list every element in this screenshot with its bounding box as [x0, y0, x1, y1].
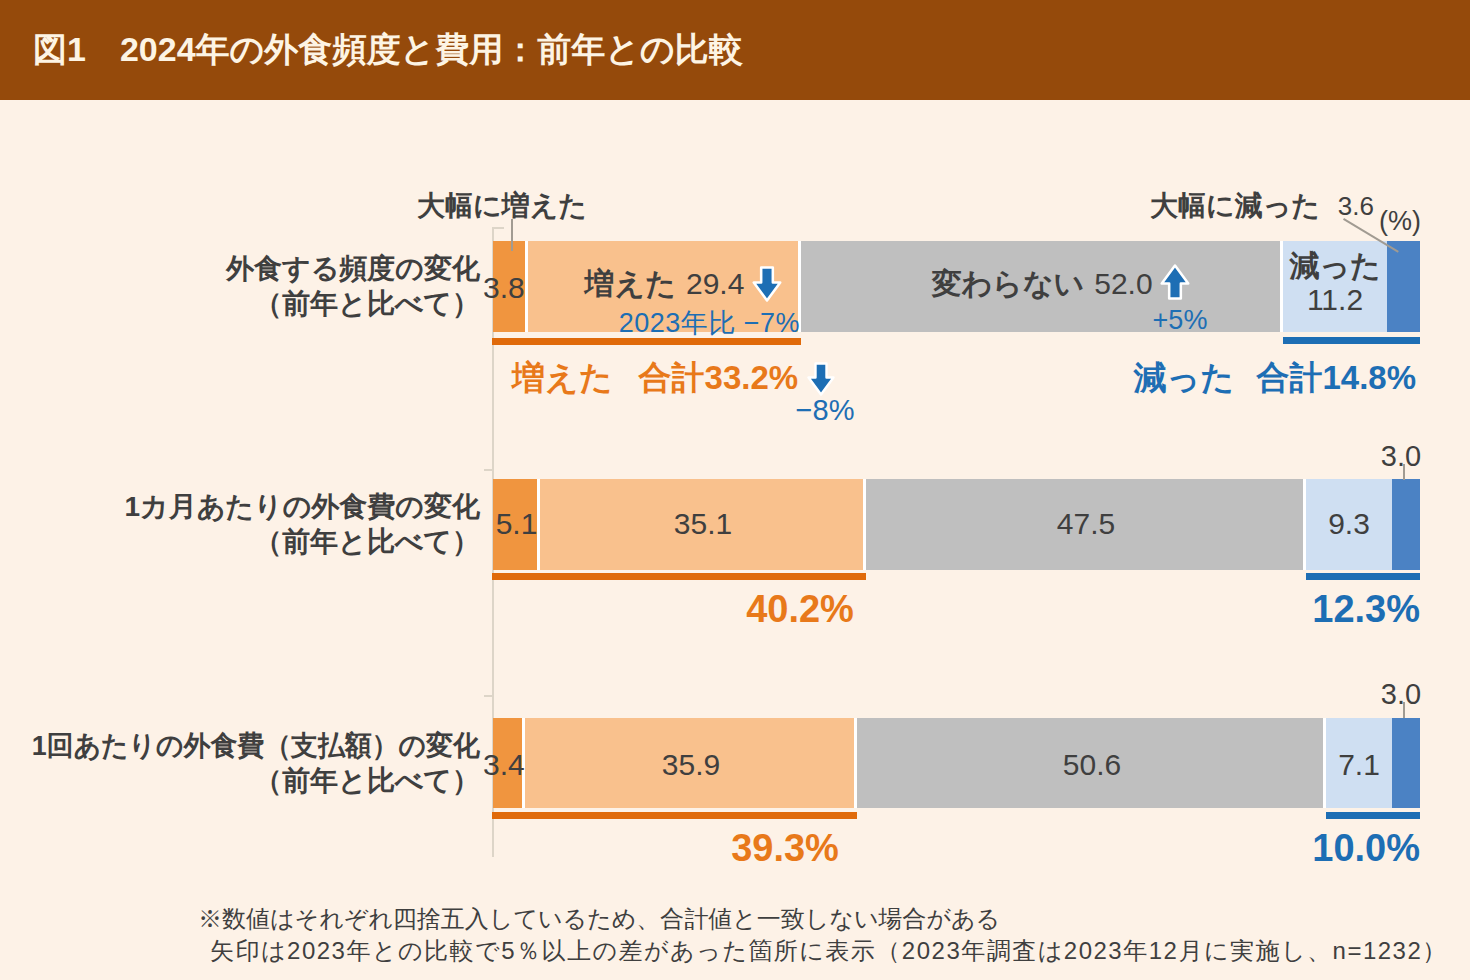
- figure-title: 図1 2024年の外食頻度と費用：前年との比較: [33, 27, 743, 73]
- value-label: 3.8: [483, 271, 525, 305]
- bar-segment: [1392, 479, 1420, 570]
- unit-label: (%): [1379, 206, 1421, 237]
- decrease-total-row3: 10.0%: [1220, 827, 1420, 870]
- category-label-monthly-cost: 1カ月あたりの外食費の変化 （前年と比べて）: [124, 489, 480, 559]
- yoy-change-increased: 2023年比 −7%: [528, 305, 800, 341]
- increase-underline: [492, 573, 866, 580]
- decrease-arrow-icon: [752, 266, 782, 302]
- value-label: 35.9: [525, 748, 857, 782]
- segment-label-decreased: 減った 11.2: [1283, 249, 1387, 317]
- increase-underline: [492, 812, 857, 819]
- decrease-underline: [1283, 337, 1420, 344]
- value-label: 7.1: [1326, 748, 1392, 782]
- segment-label-unchanged: 変わらない 52.0: [801, 262, 1283, 306]
- value-label: 35.1: [540, 507, 866, 541]
- greatly-decreased-value: 3.6: [1338, 191, 1374, 221]
- axis-tick: [492, 227, 504, 229]
- axis-tick: [484, 695, 493, 697]
- bar-segment: [1387, 241, 1420, 332]
- figure-header: 図1 2024年の外食頻度と費用：前年との比較: [0, 0, 1470, 100]
- increase-underline: [492, 338, 801, 345]
- yoy-change-unchanged: +5%: [1125, 305, 1235, 336]
- value-label: 3.0: [1373, 440, 1429, 473]
- value-label: 9.3: [1306, 507, 1392, 541]
- total-change-value: −8%: [780, 394, 870, 427]
- decrease-underline: [1306, 573, 1420, 580]
- bar-segment: [1392, 718, 1420, 808]
- axis-tick: [484, 469, 493, 471]
- value-label: 5.1: [493, 507, 540, 541]
- category-label-frequency: 外食する頻度の変化 （前年と比べて）: [226, 251, 480, 321]
- value-label: 3.0: [1373, 678, 1429, 711]
- increase-total-row3: 39.3%: [635, 827, 935, 870]
- category-label-per-visit-cost: 1回あたりの外食費（支払額）の変化 （前年と比べて）: [13, 728, 480, 798]
- decrease-total-row2: 12.3%: [1220, 588, 1420, 631]
- value-label: 47.5: [866, 507, 1306, 541]
- pointer-line: [1403, 702, 1405, 718]
- decrease-underline: [1326, 812, 1420, 819]
- pointer-line: [511, 219, 513, 251]
- value-label: 3.4: [483, 748, 525, 782]
- decrease-arrow-icon: [806, 362, 836, 396]
- label-greatly-increased: 大幅に増えた: [417, 187, 587, 225]
- pointer-line: [1403, 464, 1405, 480]
- footnote-line1: ※数値はそれぞれ四捨五入しているため、合計値と一致しない場合がある: [198, 903, 1000, 935]
- label-greatly-decreased: 大幅に減った 3.6: [1150, 187, 1374, 225]
- footnote-line2: 矢印は2023年との比較で5％以上の差があった箇所に表示（2023年調査は202…: [210, 935, 1448, 967]
- value-label: 50.6: [857, 748, 1327, 782]
- increase-arrow-icon: [1160, 264, 1190, 300]
- increase-total-row2: 40.2%: [650, 588, 950, 631]
- decrease-total-row1: 減った 合計14.8%: [1120, 356, 1416, 401]
